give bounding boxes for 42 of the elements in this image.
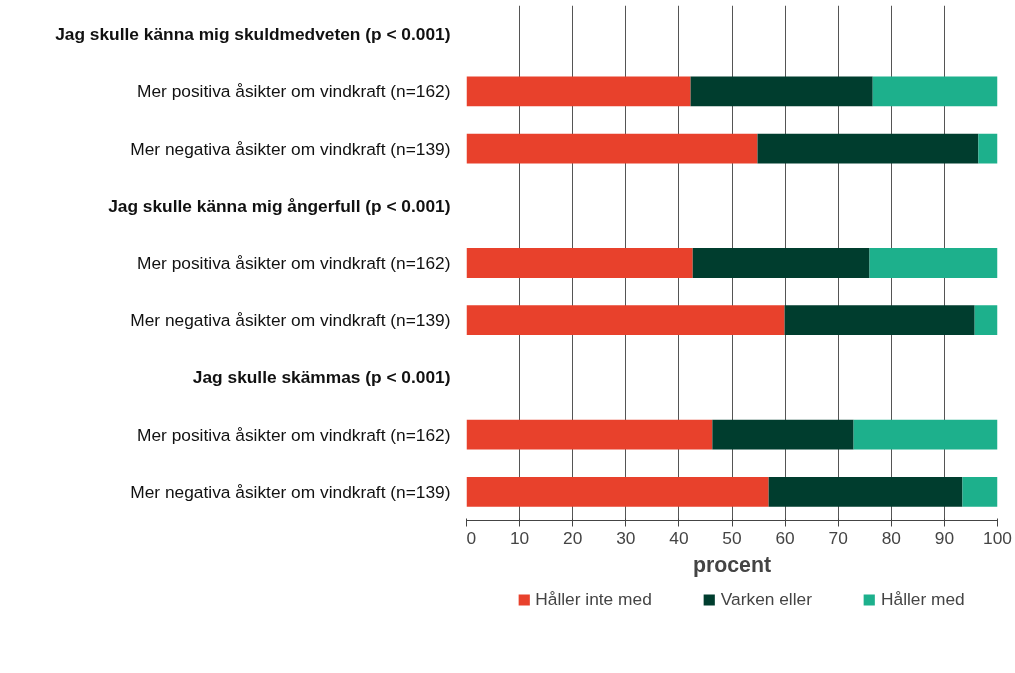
x-tick-label: 80 xyxy=(881,527,901,548)
bar xyxy=(466,76,691,107)
x-tick-label: 30 xyxy=(616,527,636,548)
x-tick-label: 60 xyxy=(775,527,795,548)
bar xyxy=(466,248,693,278)
legend-label: Håller inte med xyxy=(535,588,652,610)
bar xyxy=(853,419,998,450)
y-tick-label: Mer negativa åsikter om vindkraft (n=139) xyxy=(130,481,451,502)
bar xyxy=(466,419,713,450)
bar xyxy=(466,305,785,336)
x-tick-label: 40 xyxy=(669,527,689,548)
x-tick-label: 50 xyxy=(722,527,742,548)
y-tick-label: Mer positiva åsikter om vindkraft (n=162) xyxy=(137,253,451,273)
y-tick-label: Mer positiva åsikter om vindkraft (n=162) xyxy=(137,81,451,102)
bar xyxy=(974,305,998,336)
bar xyxy=(978,133,998,164)
y-tick-label: Jag skulle känna mig ångerfull (p < 0.001) xyxy=(108,195,451,216)
x-tick-label: 20 xyxy=(563,527,583,548)
legend-label: Håller med xyxy=(880,588,965,610)
bar xyxy=(757,133,979,164)
y-tick-label: Mer negativa åsikter om vindkraft (n=139) xyxy=(130,310,451,331)
y-tick-label: Jag skulle känna mig skuldmedveten (p < 0.001) xyxy=(55,24,451,45)
bar xyxy=(692,248,870,278)
y-tick-label: Jag skulle skämmas (p < 0.001) xyxy=(192,367,451,388)
x-tick-label: 100 xyxy=(983,527,1012,548)
bar xyxy=(869,248,998,278)
bar xyxy=(768,477,963,507)
x-tick-label: 0 xyxy=(466,527,477,548)
bar xyxy=(962,477,998,507)
x-tick-label: 70 xyxy=(828,527,848,548)
bar xyxy=(712,419,854,450)
y-tick-label: Mer negativa åsikter om vindkraft (n=139) xyxy=(130,138,451,159)
x-tick-label: 10 xyxy=(509,527,530,548)
bar xyxy=(872,76,998,107)
x-tick-label: 90 xyxy=(934,527,955,548)
legend-label: Varken eller xyxy=(720,588,812,610)
bar xyxy=(690,76,873,107)
y-tick-label: Mer positiva åsikter om vindkraft (n=162) xyxy=(137,424,451,445)
bar xyxy=(466,133,758,164)
bar xyxy=(784,305,975,336)
x-axis-title: procent xyxy=(692,552,772,577)
bar xyxy=(466,477,769,507)
